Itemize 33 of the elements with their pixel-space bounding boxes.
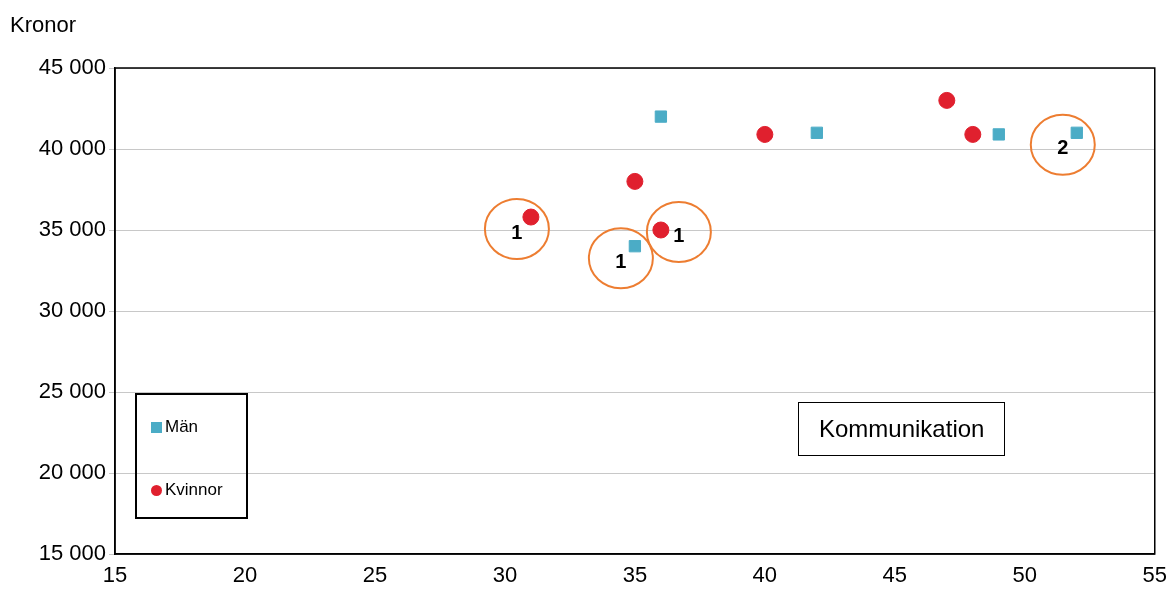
y-tick-label: 25 000 [38, 378, 106, 404]
x-tick-label: 40 [752, 562, 778, 588]
legend-label: Kvinnor [165, 480, 223, 500]
y-axis-title: Kronor [10, 12, 77, 38]
x-tick-label: 50 [1012, 562, 1038, 588]
point [522, 208, 540, 226]
annotation: 1 [673, 223, 685, 246]
legend-label: Män [165, 417, 199, 437]
y-tick-label: 30 000 [38, 297, 106, 323]
x-tick-label: 20 [232, 562, 258, 588]
y-tick-label: 20 000 [38, 459, 106, 485]
x-tick-label: 30 [492, 562, 518, 588]
point [1070, 126, 1083, 139]
x-tick-label: 25 [362, 562, 388, 588]
x-tick-label: 45 [882, 562, 908, 588]
point [756, 125, 774, 143]
point [938, 91, 956, 109]
point [964, 125, 982, 143]
point [654, 110, 668, 123]
x-tick-label: 35 [622, 562, 648, 588]
annotation: Kommunikation [798, 402, 1006, 456]
point [992, 128, 1005, 141]
point [652, 221, 670, 239]
annotation: 2 [1057, 136, 1069, 159]
y-tick-label: 40 000 [38, 135, 106, 161]
point [628, 240, 642, 253]
y-tick-label: 35 000 [38, 216, 106, 242]
y-tick-label: 45 000 [38, 54, 106, 80]
annotation: 1 [615, 249, 627, 272]
x-tick-label: 55 [1142, 562, 1168, 588]
point [626, 172, 644, 190]
annotation: 1 [511, 220, 523, 243]
point [810, 126, 823, 139]
